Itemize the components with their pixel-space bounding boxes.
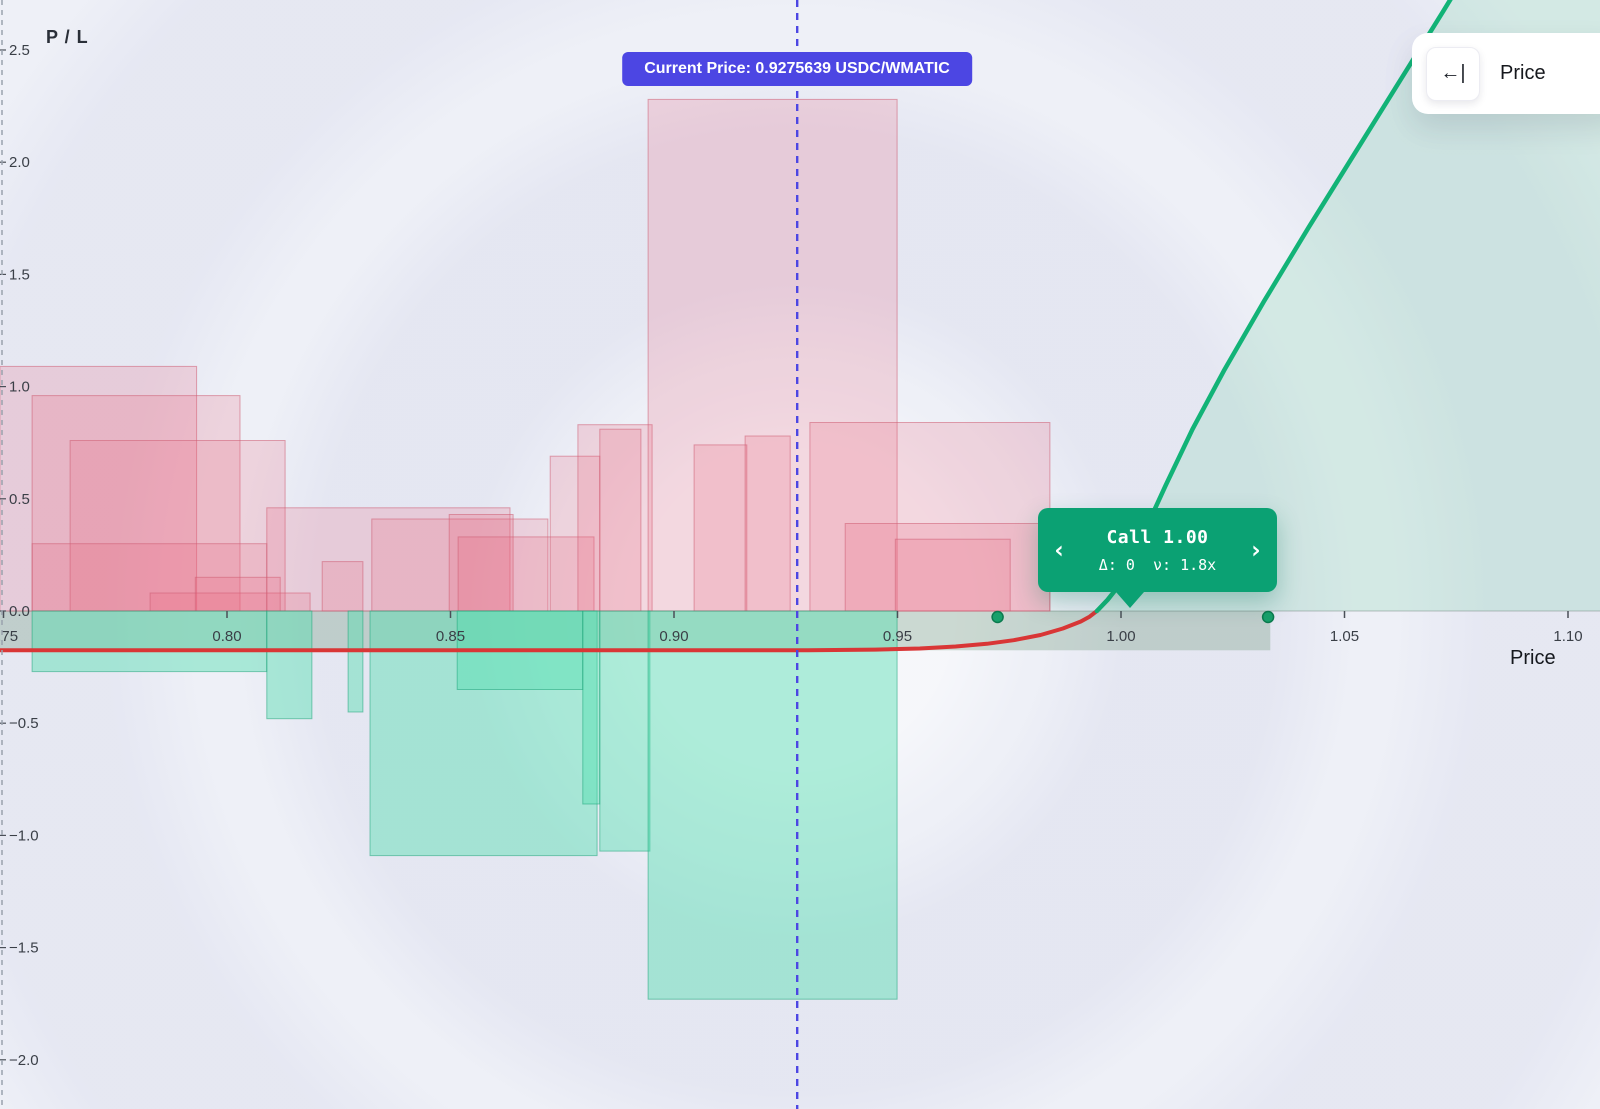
tooltip-pointer-icon bbox=[1116, 592, 1144, 608]
liquidity-bar-above bbox=[693, 444, 748, 612]
liquidity-bar-above bbox=[577, 424, 653, 612]
y-tick-label: 0.0 bbox=[9, 603, 30, 620]
axis-panel-label: Price bbox=[1500, 62, 1546, 84]
position-tooltip: ‹ Call 1.00 Δ: 0 ν: 1.8x › bbox=[1038, 508, 1277, 608]
liquidity-bar-above bbox=[0, 365, 198, 612]
y-tick-label: 2.0 bbox=[9, 154, 30, 171]
liquidity-bar-above bbox=[371, 518, 549, 612]
x-tick-label: 1.00 bbox=[1106, 628, 1135, 645]
liquidity-bar-below bbox=[647, 610, 898, 1000]
x-tick-label: 1.05 bbox=[1330, 628, 1359, 645]
arrow-to-line-icon: ←| bbox=[1440, 62, 1466, 84]
liquidity-bar-above bbox=[31, 395, 241, 612]
x-axis-title: Price bbox=[1510, 647, 1556, 669]
x-tick-label: 0.80 bbox=[212, 628, 241, 645]
liquidity-bar-below bbox=[599, 610, 651, 852]
axis-panel: ←| Price bbox=[1412, 33, 1600, 114]
x-tick-label: 0.95 bbox=[883, 628, 912, 645]
y-tick-label: 1.5 bbox=[9, 266, 30, 283]
y-tick-label: 0.5 bbox=[9, 491, 30, 508]
liquidity-bar-below bbox=[347, 610, 364, 713]
range-handle[interactable] bbox=[1261, 610, 1275, 624]
profit-area bbox=[1096, 0, 1600, 611]
tooltip-title: Call 1.00 bbox=[1106, 526, 1209, 548]
liquidity-bar-above bbox=[266, 507, 511, 612]
y-tick-label: 2.5 bbox=[9, 42, 30, 59]
tooltip-next-button[interactable]: › bbox=[1243, 538, 1269, 562]
current-price-badge: Current Price: 0.9275639 USDC/WMATIC bbox=[622, 52, 972, 86]
range-handle[interactable] bbox=[991, 610, 1004, 624]
liquidity-bar-below bbox=[582, 610, 601, 805]
y-tick-label: −1.0 bbox=[9, 827, 39, 844]
y-tick-label: 1.0 bbox=[9, 379, 30, 396]
liquidity-bar-below bbox=[31, 610, 268, 673]
tooltip-body: Call 1.00 Δ: 0 ν: 1.8x bbox=[1072, 527, 1242, 574]
x-tick-label: 0.85 bbox=[436, 628, 465, 645]
liquidity-bar-above bbox=[894, 538, 1011, 612]
liquidity-bar-above bbox=[448, 514, 514, 612]
y-tick-label: −1.5 bbox=[9, 940, 39, 957]
x-tick-label: 0.75 bbox=[0, 628, 18, 645]
liquidity-bar-below bbox=[266, 610, 313, 720]
liquidity-bar-above bbox=[599, 428, 642, 612]
liquidity-bar-above bbox=[457, 536, 595, 612]
liquidity-bar-above bbox=[194, 576, 281, 612]
tooltip-greeks: Δ: 0 ν: 1.8x bbox=[1098, 555, 1217, 574]
liquidity-bar-above bbox=[647, 98, 898, 612]
liquidity-bar-above bbox=[69, 440, 286, 612]
x-tick-label: 1.10 bbox=[1553, 628, 1582, 645]
tooltip-prev-button[interactable]: ‹ bbox=[1046, 538, 1072, 562]
liquidity-bar-above bbox=[321, 561, 364, 612]
y-axis-title: P / L bbox=[46, 27, 89, 47]
y-tick-label: −0.5 bbox=[9, 715, 39, 732]
collapse-panel-button[interactable]: ←| bbox=[1426, 46, 1480, 101]
payoff-curve-loss bbox=[0, 609, 1099, 653]
liquidity-bar-above bbox=[744, 435, 791, 612]
y-tick-label: −2.0 bbox=[9, 1052, 39, 1069]
x-tick-label: 0.90 bbox=[659, 628, 688, 645]
liquidity-bar-above bbox=[549, 455, 601, 612]
